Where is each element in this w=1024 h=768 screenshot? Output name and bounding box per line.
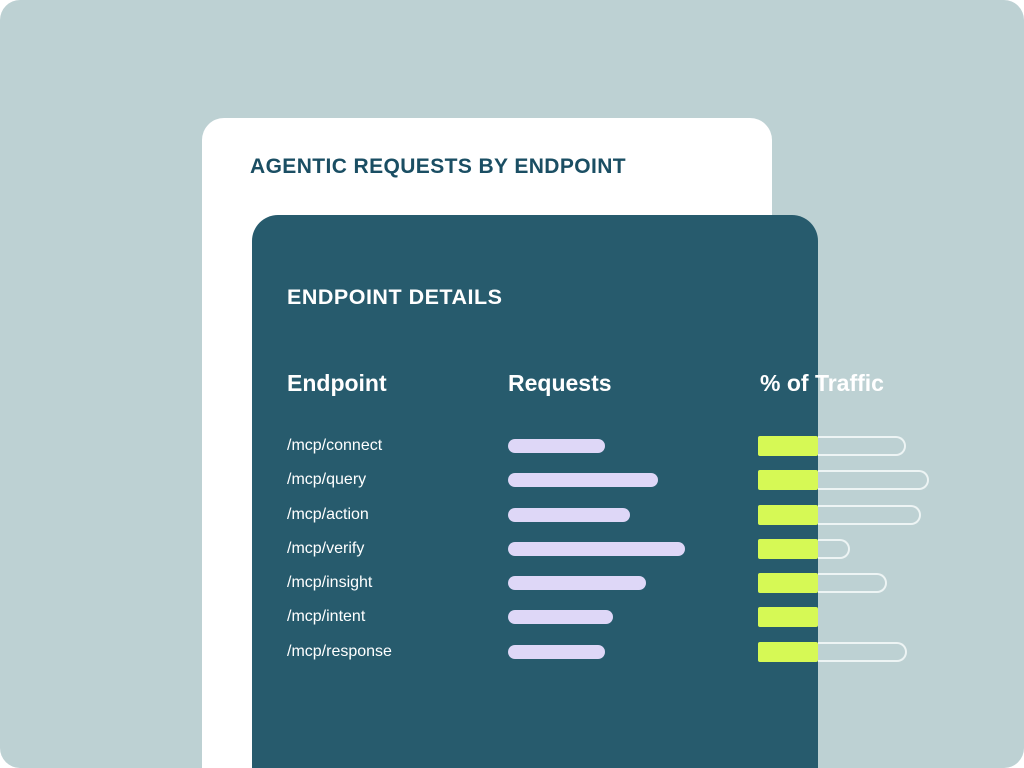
- endpoint-label: /mcp/action: [287, 505, 369, 523]
- table-row: /mcp/query: [252, 470, 972, 491]
- traffic-track-bar: [818, 504, 921, 525]
- requests-bar: [508, 610, 613, 625]
- traffic-fill-bar: [758, 538, 818, 559]
- requests-bar: [508, 507, 630, 522]
- traffic-fill-bar: [758, 504, 818, 525]
- table-row: /mcp/insight: [252, 573, 972, 593]
- column-header-traffic: % of Traffic: [760, 370, 884, 396]
- requests-bar: [508, 439, 605, 453]
- endpoint-label: /mcp/insight: [287, 574, 373, 591]
- table-row: /mcp/verify: [252, 538, 972, 559]
- traffic-track-bar: [818, 436, 906, 456]
- requests-bar: [508, 473, 658, 488]
- summary-card-title: AGENTIC REQUESTS BY ENDPOINT: [250, 155, 627, 178]
- requests-bar: [508, 644, 605, 659]
- traffic-fill-bar: [758, 470, 818, 491]
- table-row: /mcp/connect: [252, 436, 972, 456]
- table-row: /mcp/response: [252, 641, 972, 662]
- traffic-track-bar: [818, 538, 850, 559]
- endpoint-label: /mcp/response: [287, 642, 392, 660]
- traffic-fill-bar: [758, 573, 818, 593]
- details-card-title: ENDPOINT DETAILS: [287, 285, 503, 309]
- traffic-fill-bar: [758, 436, 818, 456]
- requests-bar: [508, 576, 646, 590]
- endpoint-label: /mcp/verify: [287, 539, 365, 557]
- traffic-fill-bar: [758, 641, 818, 662]
- traffic-track-bar: [818, 641, 907, 662]
- endpoint-label: /mcp/connect: [287, 437, 383, 454]
- traffic-fill-bar: [758, 607, 818, 628]
- table-row: /mcp/action: [252, 504, 972, 525]
- requests-bar: [508, 541, 685, 556]
- endpoint-label: /mcp/query: [287, 471, 367, 489]
- endpoint-details-card: ENDPOINT DETAILS Endpoint Requests % of …: [252, 215, 929, 768]
- traffic-track-bar: [818, 573, 887, 593]
- column-header-endpoint: Endpoint: [287, 370, 387, 396]
- column-header-requests: Requests: [508, 370, 612, 396]
- endpoint-label: /mcp/intent: [287, 608, 366, 626]
- table-row: /mcp/intent: [252, 607, 972, 628]
- traffic-track-bar: [818, 470, 929, 491]
